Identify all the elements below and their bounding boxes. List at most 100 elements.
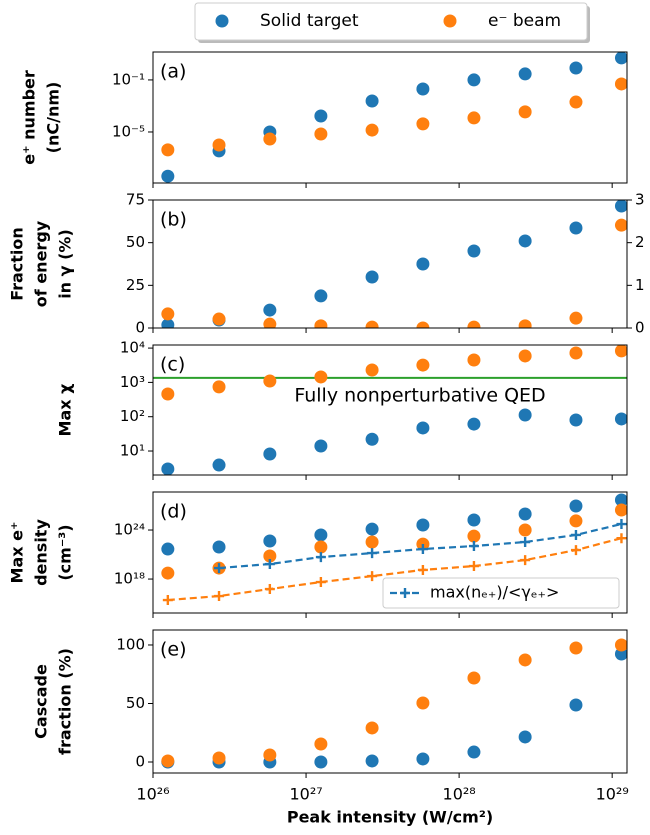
- y-axis-title: Cascade: [32, 664, 51, 739]
- panel-frame: [152, 344, 628, 476]
- point: [212, 380, 226, 394]
- legend-box: [194, 2, 588, 41]
- point: [263, 374, 277, 388]
- point: [314, 127, 328, 141]
- point: [416, 117, 430, 131]
- x-tick-label: 10²⁷: [289, 785, 322, 804]
- point: [263, 549, 277, 563]
- panel-label: (e): [160, 639, 187, 661]
- legend-label: e⁻ beam: [488, 11, 561, 31]
- point: [161, 143, 175, 157]
- point: [614, 345, 627, 358]
- y-tick-label: 0: [135, 319, 145, 337]
- y-axis-title: (cm⁻³): [56, 524, 75, 580]
- y-tick-label: 10³: [120, 373, 145, 391]
- plus-marker: [417, 544, 428, 555]
- y2-tick-label: 2: [635, 233, 645, 251]
- plot-area: [161, 638, 627, 769]
- y-tick-label: 10¹⁸: [114, 570, 145, 588]
- point: [614, 493, 627, 507]
- point: [569, 413, 583, 427]
- point: [518, 507, 532, 521]
- plus-marker: [367, 571, 378, 582]
- point: [314, 528, 328, 542]
- plus-marker: [214, 591, 225, 602]
- point: [161, 387, 175, 401]
- plus-marker: [520, 555, 531, 566]
- point: [569, 698, 583, 712]
- point: [416, 421, 430, 435]
- plus-marker: [468, 561, 479, 572]
- y-axis-title: Max χ: [56, 384, 75, 437]
- plot-area: [161, 52, 627, 183]
- point: [518, 349, 532, 363]
- y-tick-label: 50: [126, 233, 145, 251]
- point: [569, 499, 583, 513]
- point: [416, 696, 430, 710]
- point: [161, 318, 175, 328]
- panel-label: (c): [160, 354, 185, 376]
- point: [314, 319, 328, 328]
- point: [161, 566, 175, 580]
- y-axis-title: Fraction: [8, 227, 27, 301]
- y2-tick-label: 3: [635, 191, 645, 209]
- point: [365, 363, 379, 377]
- point: [467, 320, 481, 328]
- point: [365, 721, 379, 735]
- point: [569, 346, 583, 360]
- point: [365, 123, 379, 137]
- legend-label: Solid target: [260, 11, 359, 31]
- point: [467, 745, 481, 759]
- point: [569, 61, 583, 75]
- point: [416, 321, 430, 328]
- plus-marker: [264, 584, 275, 595]
- plus-marker: [264, 559, 275, 570]
- panel-frame: [152, 629, 628, 774]
- legend-marker: [400, 588, 410, 598]
- y-tick-label: 10²: [120, 407, 145, 425]
- y-axis-title: of energy: [32, 220, 51, 307]
- point: [569, 514, 583, 528]
- point: [518, 730, 532, 744]
- point: [569, 221, 583, 235]
- reference-label: Fully nonperturbative QED: [294, 384, 545, 406]
- plus-marker: [616, 519, 627, 530]
- point: [314, 439, 328, 453]
- point: [416, 752, 430, 766]
- point: [365, 320, 379, 328]
- panel-frame: [152, 199, 628, 329]
- point: [314, 109, 328, 123]
- point: [467, 417, 481, 431]
- point: [518, 234, 532, 248]
- point: [518, 653, 532, 667]
- plus-marker: [214, 563, 225, 574]
- y-axis-title: in γ (%): [56, 229, 75, 299]
- point: [518, 105, 532, 119]
- y-axis-title: e⁺ number: [20, 70, 39, 165]
- plus-marker: [417, 564, 428, 575]
- point: [467, 529, 481, 543]
- y-tick-label: 0: [135, 753, 145, 771]
- x-tick-label: 10²⁸: [443, 785, 476, 804]
- point: [569, 641, 583, 655]
- panel-label: (d): [160, 501, 187, 523]
- point: [614, 638, 627, 652]
- point: [314, 737, 328, 751]
- legend-box: [382, 577, 620, 609]
- point: [416, 358, 430, 372]
- point: [212, 540, 226, 554]
- y-tick-label: 25: [126, 276, 145, 294]
- y-axis-title: fraction (%): [56, 648, 75, 755]
- point: [314, 289, 328, 303]
- y-axis-title: (nC/nm): [44, 82, 63, 154]
- x-tick-label: 10²⁹: [596, 785, 629, 804]
- point: [263, 447, 277, 461]
- point: [518, 67, 532, 81]
- x-tick-label: 10²⁶: [136, 785, 169, 804]
- point: [467, 111, 481, 125]
- point: [314, 370, 328, 384]
- point: [365, 270, 379, 284]
- y-axis-title: density: [32, 519, 51, 586]
- point: [416, 257, 430, 271]
- plus-marker: [367, 548, 378, 559]
